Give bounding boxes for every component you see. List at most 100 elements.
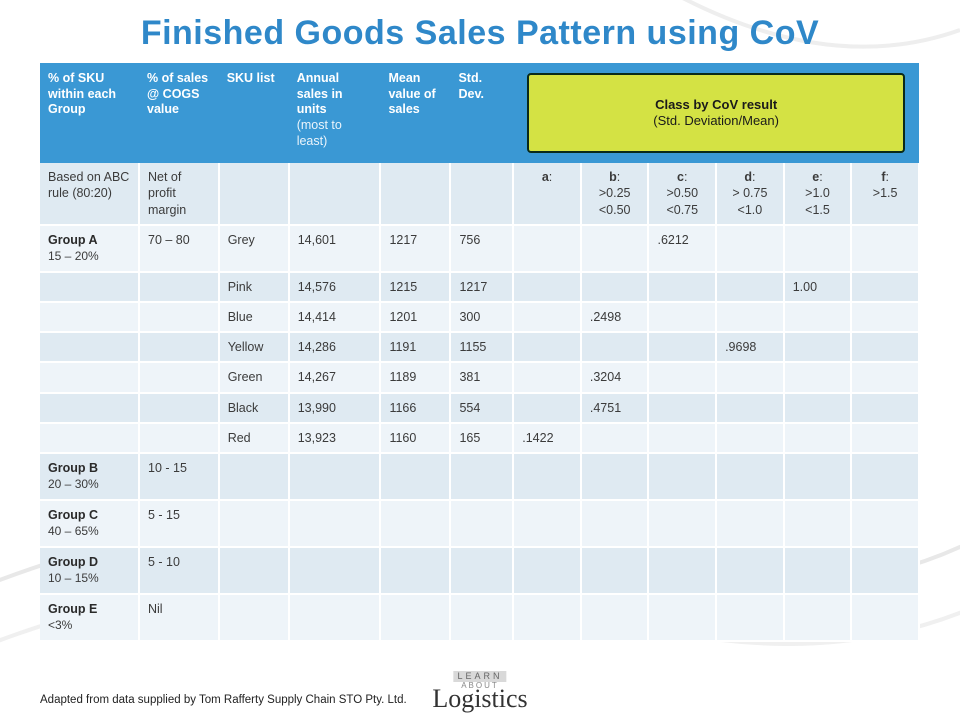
table-cell [581,547,649,594]
table-row: Group C40 – 65%5 - 15 [40,500,919,547]
table-row: Group D10 – 15%5 - 10 [40,547,919,594]
table-cell [648,423,716,453]
table-cell: .3204 [581,362,649,392]
table-cell: 14,414 [289,302,381,332]
table-cell [513,302,581,332]
table-cell: 5 - 15 [139,500,219,547]
table-row: Based on ABC rule (80:20)Net of profit m… [40,163,919,225]
table-cell: Based on ABC rule (80:20) [40,163,139,225]
table-cell [450,500,513,547]
table-cell [40,302,139,332]
table-cell: .1422 [513,423,581,453]
table-cell [716,272,784,302]
table-row: Pink14,57612151217 1.00 [40,272,919,302]
table-cell: 70 – 80 [139,225,219,272]
table-cell: 1217 [380,225,450,272]
table-cell: 14,576 [289,272,381,302]
table-cell: Group D10 – 15% [40,547,139,594]
table-cell [513,453,581,500]
table-cell [139,302,219,332]
table-cell [581,453,649,500]
table-cell: 1166 [380,393,450,423]
table-cell [851,393,919,423]
table-cell [380,547,450,594]
table-cell [513,272,581,302]
table-cell [716,547,784,594]
table-cell: Nil [139,594,219,641]
table-cell [716,225,784,272]
table-cell: .6212 [648,225,716,272]
table-cell [289,594,381,641]
table-cell [851,453,919,500]
table-cell: 1201 [380,302,450,332]
table-cell [851,423,919,453]
table-cell: Group E<3% [40,594,139,641]
table-cell [219,163,289,225]
table-cell [648,594,716,641]
table-cell [513,393,581,423]
cov-class-box: Class by CoV result (Std. Deviation/Mean… [527,73,905,153]
table-cell: Pink [219,272,289,302]
table-cell: .4751 [581,393,649,423]
table-cell [139,272,219,302]
table-cell [380,594,450,641]
table-cell: 14,601 [289,225,381,272]
table-cell [40,362,139,392]
table-cell: 1189 [380,362,450,392]
table-cell [784,393,852,423]
table-row: Black13,9901166554.4751 [40,393,919,423]
table-cell [648,302,716,332]
hdr-mean: Mean value of sales [380,63,450,163]
table-cell [289,547,381,594]
table-cell [784,423,852,453]
table-cell: Grey [219,225,289,272]
table-cell [648,453,716,500]
table-cell: 1.00 [784,272,852,302]
table-row: Blue14,4141201300.2498 [40,302,919,332]
table-cell: Blue [219,302,289,332]
table-cell [716,594,784,641]
table-cell [219,594,289,641]
table-cell: Group A15 – 20% [40,225,139,272]
table-cell: 300 [450,302,513,332]
table-cell [581,225,649,272]
table-cell [851,332,919,362]
table-cell: 1191 [380,332,450,362]
table-cell [289,500,381,547]
table-cell [139,332,219,362]
hdr-std: Std. Dev. [450,63,513,163]
table-row: Group E<3%Nil [40,594,919,641]
table-cell: 5 - 10 [139,547,219,594]
table-cell [784,302,852,332]
table-cell: Red [219,423,289,453]
table-row: Green14,2671189381.3204 [40,362,919,392]
table-cell [513,362,581,392]
table-cell: 381 [450,362,513,392]
table-cell [581,423,649,453]
table-cell [716,453,784,500]
table-cell: b:>0.25<0.50 [581,163,649,225]
table-cell [219,547,289,594]
table-cell [648,500,716,547]
table-cell [851,547,919,594]
table-cell [648,332,716,362]
table-cell: a: [513,163,581,225]
table-cell [581,594,649,641]
header-row: % of SKU within each Group % of sales @ … [40,63,919,163]
table-cell [513,225,581,272]
table-cell [450,547,513,594]
table-cell: Net of profit margin [139,163,219,225]
table-cell [513,594,581,641]
table-cell: 13,923 [289,423,381,453]
table-cell [450,453,513,500]
table-row: Group A15 – 20%70 – 80Grey14,6011217756.… [40,225,919,272]
table-cell: Yellow [219,332,289,362]
table-cell: 1215 [380,272,450,302]
table-cell: c:>0.50<0.75 [648,163,716,225]
table-cell [380,453,450,500]
table-cell [784,500,852,547]
table-cell: 1217 [450,272,513,302]
table-cell [851,500,919,547]
table-cell [784,362,852,392]
table-cell [219,500,289,547]
